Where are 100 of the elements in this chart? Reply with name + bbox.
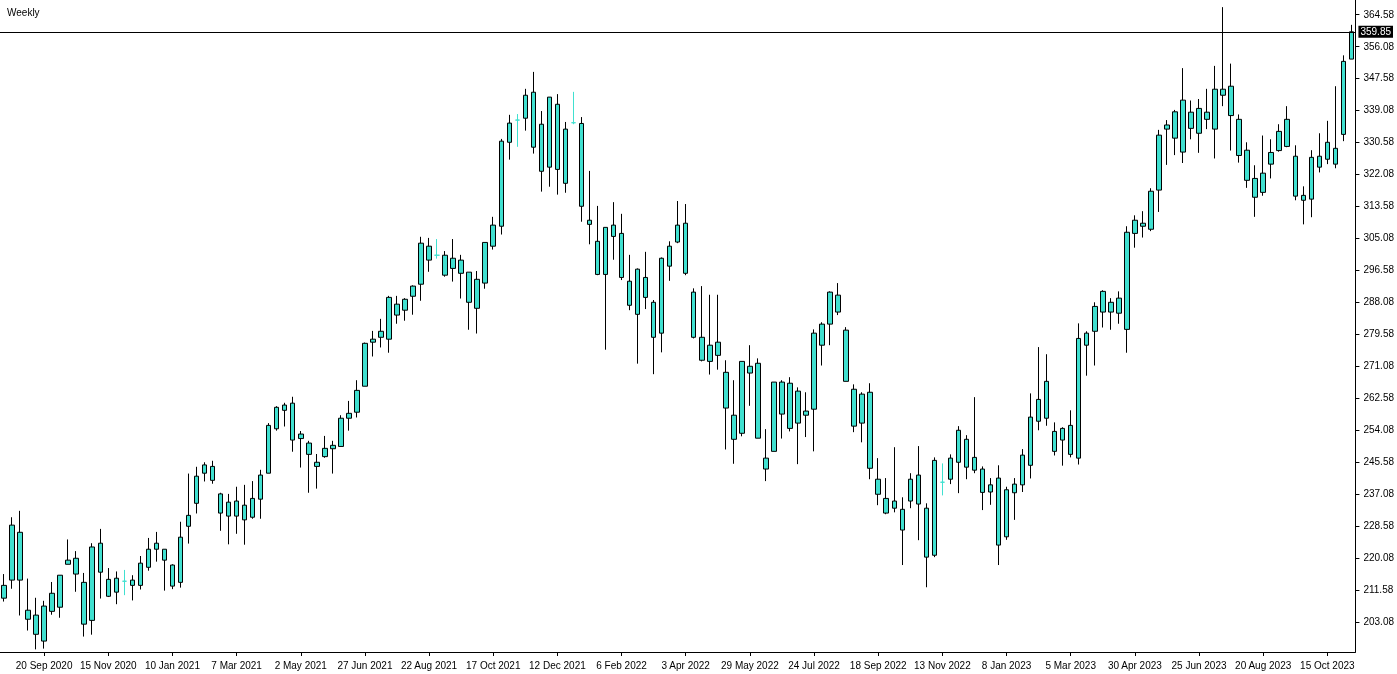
candlestick — [755, 357, 761, 439]
x-tick-label: 15 Nov 2020 — [79, 659, 138, 671]
candlestick — [1260, 135, 1266, 197]
candlestick — [859, 391, 865, 443]
y-tick-label: 254.08 — [1363, 424, 1395, 436]
y-tick-label: 288.08 — [1363, 296, 1395, 308]
candlestick — [499, 138, 504, 236]
candlestick — [980, 465, 985, 511]
x-tick-label: 6 Feb 2022 — [596, 659, 648, 671]
y-tick-label: 262.58 — [1363, 392, 1395, 404]
candlestick — [154, 531, 159, 563]
candlestick — [1333, 85, 1338, 169]
candlestick — [900, 496, 905, 566]
candlestick — [322, 435, 328, 459]
candlestick — [916, 445, 921, 541]
candlestick — [988, 477, 993, 506]
candlestick — [1084, 330, 1089, 377]
x-tick-label: 20 Aug 2023 — [1235, 659, 1292, 671]
candlestick — [234, 486, 239, 535]
candlestick — [218, 492, 223, 532]
candlestick — [827, 290, 833, 346]
candlestick — [707, 294, 713, 376]
y-tick-label: 356.08 — [1363, 40, 1395, 52]
candlestick — [202, 461, 207, 482]
candlestick — [1236, 113, 1242, 164]
candlestick — [1004, 486, 1009, 541]
candlestick — [1188, 100, 1194, 140]
x-tick-label: 20 Sep 2020 — [15, 659, 73, 671]
candlestick — [402, 297, 408, 322]
candlestick — [875, 457, 881, 506]
candlestick — [996, 464, 1001, 566]
candlestick — [122, 569, 127, 596]
candlestick — [33, 597, 39, 650]
candlestick — [539, 110, 544, 193]
candlestick — [1164, 119, 1170, 166]
candlestick — [458, 254, 464, 300]
candlestick — [731, 379, 737, 465]
candlestick — [1252, 164, 1258, 218]
candlestick — [81, 572, 87, 638]
candlestick — [1060, 426, 1065, 467]
x-tick-label: 12 Dec 2021 — [529, 659, 587, 671]
candlestick — [450, 238, 456, 283]
candlestick — [787, 376, 793, 432]
candlestick — [1156, 129, 1162, 213]
candlestick — [956, 425, 961, 494]
candlestick — [1268, 138, 1274, 179]
candlestick — [619, 213, 624, 281]
candlestick — [210, 460, 215, 485]
candlestick — [747, 344, 753, 407]
y-tick-label: 322.08 — [1363, 168, 1395, 180]
candlestick — [611, 201, 616, 261]
candlestick — [771, 381, 777, 452]
candlestick — [338, 414, 344, 447]
candlestick — [226, 493, 231, 545]
candlestick — [515, 113, 520, 148]
candlestick — [972, 396, 977, 474]
candlestick — [298, 430, 304, 469]
x-tick-label: 10 Jan 2021 — [144, 659, 201, 671]
candlestick — [25, 578, 31, 632]
candlestick — [106, 567, 111, 598]
candlestick — [1196, 98, 1202, 154]
x-tick-label: 18 Sep 2022 — [849, 659, 908, 671]
y-tick-label: 364.58 — [1363, 8, 1395, 20]
candlestick — [98, 528, 103, 600]
x-tick-label: 25 Jun 2023 — [1171, 659, 1227, 671]
y-tick-label: 237.08 — [1363, 488, 1395, 500]
x-tick-label: 8 Jan 2023 — [981, 659, 1032, 671]
candlestick — [795, 386, 801, 465]
candlestick — [531, 71, 536, 155]
candlestick — [603, 226, 608, 351]
y-tick-label: 313.58 — [1363, 200, 1395, 212]
candlestick — [948, 453, 953, 485]
text: Weekly — [7, 6, 40, 18]
candlestick — [1108, 297, 1114, 331]
candlestick — [779, 379, 785, 440]
candlestick — [434, 238, 440, 260]
y-tick-label: 211.58 — [1363, 584, 1394, 596]
candlestick — [386, 295, 392, 354]
candlestick — [1132, 214, 1138, 249]
candlestick — [314, 453, 320, 490]
candlestick — [1076, 322, 1081, 466]
x-tick-label: 3 Apr 2022 — [661, 659, 711, 671]
candlestick — [715, 294, 721, 371]
y-tick-label: 330.58 — [1363, 136, 1395, 148]
candlestick — [675, 200, 680, 244]
x-tick-label: 5 Mar 2023 — [1045, 659, 1097, 671]
candlestick — [17, 510, 23, 616]
candlestick — [1341, 54, 1346, 142]
candlestick — [627, 254, 632, 311]
candlestick — [258, 469, 263, 520]
candlestick — [1325, 120, 1330, 165]
candlestick — [587, 170, 592, 245]
candlestick — [9, 516, 15, 590]
candlestick — [940, 462, 945, 496]
candlestick — [306, 440, 312, 494]
candlestick — [1020, 448, 1025, 493]
x-tick-label: 7 Mar 2021 — [211, 659, 263, 671]
candlestick — [138, 555, 143, 591]
candlestick — [843, 326, 849, 382]
candlestick — [739, 360, 745, 437]
